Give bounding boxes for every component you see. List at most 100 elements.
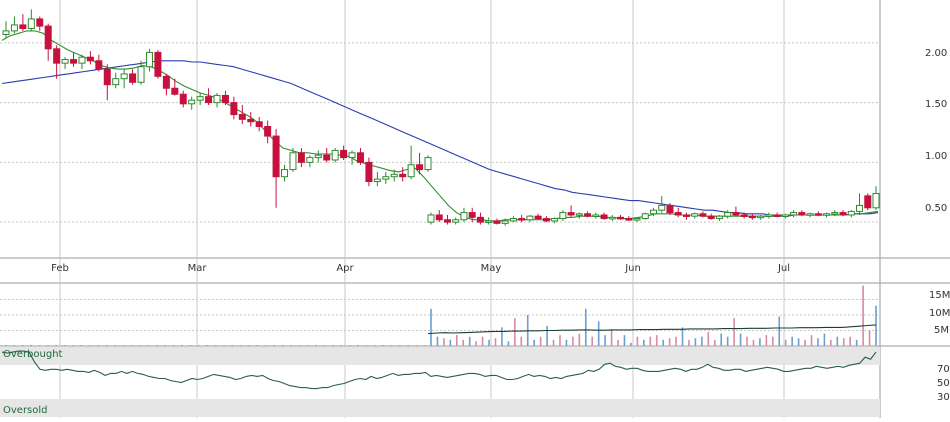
volume-bar-72 (565, 339, 568, 346)
candle-body-3 (27, 18, 35, 29)
candle-body-65 (542, 218, 550, 222)
candle-body-66 (551, 218, 559, 222)
volume-bar-32 (273, 345, 275, 346)
volume-bar-101 (752, 339, 755, 346)
candle-body-51 (427, 214, 435, 223)
volume-bar-0 (5, 345, 7, 346)
volume-bar-26 (223, 345, 225, 346)
xtick-label-jun: Jun (624, 263, 641, 274)
candle-body-103 (856, 204, 864, 212)
volume-bar-36 (306, 345, 309, 346)
candle-body-52 (435, 214, 443, 221)
volume-bar-92 (694, 338, 697, 346)
volume-bar-105 (778, 316, 781, 346)
ytick-price-1.50: 1.50 (925, 99, 947, 110)
volume-bar-24 (206, 345, 208, 346)
volume-bar-102 (759, 338, 761, 346)
candle-body-98 (814, 213, 822, 216)
volume-bar-7 (63, 345, 66, 346)
candle-body-64 (534, 215, 542, 220)
candle-body-32 (272, 135, 280, 178)
candle-body-45 (382, 176, 390, 180)
ytick-volume-10m: 10M (929, 308, 950, 319)
candle-body-9 (78, 56, 86, 64)
volume-bar-54 (449, 339, 452, 346)
ytick-volume-5m: 5M (934, 325, 949, 336)
volume-bar-94 (707, 332, 710, 346)
candle-body-22 (188, 99, 196, 105)
candle-body-49 (416, 164, 424, 171)
ytick-osc-50: 50 (937, 378, 950, 389)
volume-bar-27 (231, 345, 234, 346)
candle-body-26 (221, 94, 229, 104)
candle-body-28 (238, 114, 246, 120)
volume-bar-41 (348, 345, 351, 346)
candle-body-17 (145, 51, 153, 68)
volume-bar-47 (399, 345, 401, 346)
volume-bar-86 (655, 335, 658, 346)
candle-body-42 (356, 152, 364, 163)
oversold-label: Oversold (3, 405, 48, 416)
volume-bar-59 (481, 336, 484, 346)
volume-bar-120 (875, 305, 877, 346)
candle-body-54 (452, 219, 460, 223)
ytick-price-2.00: 2.00 (925, 48, 947, 59)
candle-body-61 (509, 218, 517, 222)
volume-bars (5, 285, 877, 346)
volume-bar-90 (681, 327, 684, 346)
volume-bar-108 (797, 338, 800, 346)
volume-bar-74 (578, 333, 581, 346)
candle-body-43 (365, 161, 373, 182)
volume-bar-100 (746, 336, 748, 346)
volume-bar-13 (114, 345, 116, 346)
candle-body-74 (617, 216, 625, 220)
volume-bar-29 (248, 345, 250, 346)
candle-body-91 (757, 215, 765, 219)
candle-body-39 (331, 149, 339, 161)
candle-body-5 (44, 25, 52, 50)
volume-bar-37 (315, 345, 317, 346)
volume-bar-75 (584, 308, 587, 346)
volume-bar-55 (455, 335, 458, 346)
volume-bar-76 (591, 336, 594, 346)
volume-bar-119 (868, 330, 871, 346)
volume-bar-112 (823, 333, 826, 346)
candle-body-34 (289, 152, 297, 171)
volume-bar-42 (357, 345, 359, 346)
volume-bar-20 (172, 345, 175, 346)
volume-bar-22 (189, 345, 192, 346)
candle-body-73 (608, 216, 616, 220)
volume-bar-70 (552, 339, 555, 346)
xtick-label-mar: Mar (188, 263, 208, 274)
candle-body-85 (707, 215, 715, 220)
candle-body-15 (129, 73, 137, 83)
candle-body-80 (666, 204, 674, 214)
candle-body-77 (641, 213, 649, 220)
volume-bar-111 (817, 338, 819, 346)
volume-bar-1 (13, 345, 16, 346)
volume-bar-106 (784, 339, 787, 346)
candle-body-36 (306, 157, 314, 163)
candle-body-88 (732, 212, 740, 216)
overbought-band (0, 347, 880, 365)
candle-body-48 (407, 164, 415, 178)
candle-body-68 (567, 212, 575, 216)
xtick-label-feb: Feb (51, 263, 69, 274)
candle-body-97 (806, 213, 814, 216)
candle-body-35 (297, 152, 305, 163)
volume-bar-67 (533, 339, 535, 346)
volume-bar-65 (520, 336, 523, 346)
xtick-label-apr: Apr (336, 263, 354, 274)
candle-body-11 (95, 60, 103, 70)
volume-bar-3 (30, 345, 32, 346)
volume-average-line (427, 324, 877, 335)
candle-body-90 (748, 215, 756, 219)
volume-bar-58 (475, 341, 477, 346)
volume-bar-91 (688, 339, 690, 346)
candle-body-95 (790, 212, 798, 216)
candle-body-72 (600, 214, 608, 220)
volume-bar-6 (55, 345, 58, 346)
volume-bar-61 (494, 338, 497, 346)
volume-bar-19 (164, 345, 167, 346)
candle-body-96 (798, 212, 806, 216)
